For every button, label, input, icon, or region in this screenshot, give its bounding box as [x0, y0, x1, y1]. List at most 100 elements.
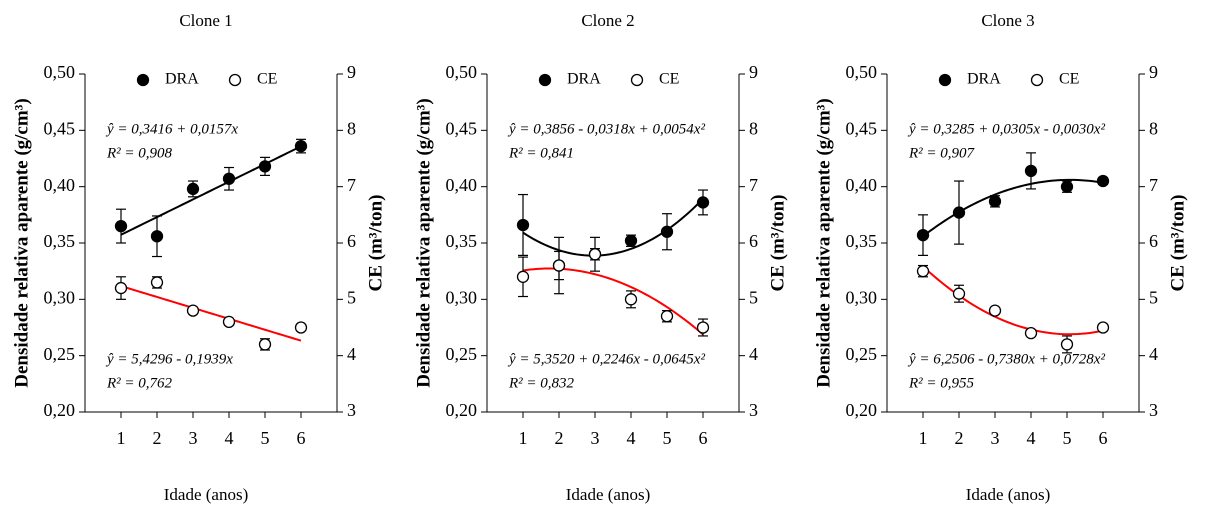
point [660, 225, 674, 238]
point [114, 219, 128, 233]
equation: ŷ = 6,2506 - 0,7380x + 0,0728x² [907, 351, 1105, 367]
fit-line [922, 178, 1104, 238]
point [988, 195, 1002, 208]
y-tick-label: 0,35 [446, 231, 478, 251]
x-tick-label: 4 [225, 428, 234, 448]
y-tick-label: 0,40 [846, 175, 878, 195]
y2-tick-label: 8 [1149, 118, 1158, 138]
y-tick-label: 0,20 [44, 400, 76, 420]
y2-tick-label: 7 [1149, 175, 1158, 195]
point [222, 315, 236, 329]
y2-tick-label: 9 [347, 62, 356, 82]
y2-tick-label: 6 [347, 231, 356, 251]
x-tick-label: 4 [627, 428, 636, 448]
x-tick-label: 2 [555, 428, 564, 448]
point [222, 172, 236, 185]
x-axis-label: Idade (anos) [164, 485, 249, 504]
legend-label: DRA [165, 71, 199, 88]
r-squared: R² = 0,832 [508, 375, 575, 391]
y2-axis-label: CE (m³/ton) [767, 195, 788, 292]
y-tick-label: 0,35 [44, 231, 76, 251]
x-tick-label: 1 [519, 428, 528, 448]
y-tick-label: 0,45 [846, 118, 878, 138]
point [552, 259, 566, 272]
equation: ŷ = 0,3416 + 0,0157x [105, 121, 238, 137]
y-tick-label: 0,30 [44, 287, 76, 307]
x-tick-label: 1 [919, 428, 928, 448]
legend-label: DRA [967, 71, 1001, 88]
x-tick-label: 3 [991, 428, 1000, 448]
y-tick-label: 0,40 [44, 175, 76, 195]
x-tick-label: 2 [955, 428, 964, 448]
x-tick-label: 2 [153, 428, 162, 448]
y-tick-label: 0,45 [44, 118, 76, 138]
y-axis-label: Densidade relativa aparente (g/cm³) [11, 98, 32, 387]
r-squared: R² = 0,908 [106, 145, 173, 161]
x-tick-label: 5 [1063, 428, 1072, 448]
y2-tick-label: 6 [749, 231, 758, 251]
y2-tick-label: 3 [749, 400, 758, 420]
point [150, 276, 164, 289]
point [516, 218, 530, 232]
y2-tick-label: 5 [1149, 287, 1158, 307]
point [952, 287, 966, 300]
point [516, 270, 530, 283]
point [294, 321, 308, 334]
x-tick-label: 3 [189, 428, 198, 448]
fit-line [120, 285, 302, 342]
legend-marker [136, 73, 150, 87]
y2-tick-label: 6 [1149, 231, 1158, 251]
fit-line [922, 265, 1104, 336]
legend-label: DRA [567, 71, 601, 88]
point [916, 228, 930, 242]
y2-tick-label: 5 [749, 287, 758, 307]
y2-axis-label: CE (m³/ton) [1167, 195, 1188, 292]
point [186, 182, 200, 196]
y2-tick-label: 4 [749, 344, 758, 364]
point [1024, 326, 1038, 340]
x-tick-label: 6 [297, 428, 306, 448]
x-tick-label: 6 [1099, 428, 1108, 448]
legend-marker [630, 73, 644, 87]
point [952, 206, 966, 219]
fit-line [522, 267, 704, 336]
y-tick-label: 0,50 [446, 62, 478, 82]
equation: ŷ = 0,3285 + 0,0305x - 0,0030x² [907, 121, 1105, 137]
equation: ŷ = 0,3856 - 0,0318x + 0,0054x² [507, 121, 705, 137]
y2-tick-label: 4 [347, 344, 356, 364]
legend-label: CE [1059, 71, 1079, 88]
point [696, 321, 710, 334]
fit-line [522, 198, 704, 257]
x-tick-label: 6 [699, 428, 708, 448]
y2-axis-label: CE (m³/ton) [365, 195, 386, 292]
y-tick-label: 0,25 [44, 344, 76, 364]
y2-tick-label: 9 [749, 62, 758, 82]
x-axis-label: Idade (anos) [966, 485, 1051, 504]
y-tick-label: 0,30 [846, 287, 878, 307]
y2-tick-label: 4 [1149, 344, 1158, 364]
y-tick-label: 0,50 [846, 62, 878, 82]
equation: ŷ = 5,4296 - 0,1939x [105, 351, 233, 367]
x-tick-label: 5 [663, 428, 672, 448]
y-tick-label: 0,20 [846, 400, 878, 420]
x-axis-label: Idade (anos) [566, 485, 651, 504]
y-axis-label: Densidade relativa aparente (g/cm³) [813, 98, 834, 387]
point [1096, 174, 1110, 188]
y2-tick-label: 7 [749, 175, 758, 195]
x-tick-label: 4 [1027, 428, 1036, 448]
y2-tick-label: 8 [749, 118, 758, 138]
chart-title: Clone 2 [581, 11, 634, 30]
point [624, 234, 638, 247]
y-tick-label: 0,45 [446, 118, 478, 138]
legend-marker [538, 73, 552, 87]
r-squared: R² = 0,955 [908, 375, 975, 391]
point [624, 293, 638, 306]
y-tick-label: 0,35 [846, 231, 878, 251]
legend-marker [1030, 73, 1044, 87]
legend-marker [228, 73, 242, 87]
fit-line [120, 145, 302, 236]
legend-label: CE [257, 71, 277, 88]
r-squared: R² = 0,907 [908, 145, 976, 161]
point [1060, 338, 1074, 351]
